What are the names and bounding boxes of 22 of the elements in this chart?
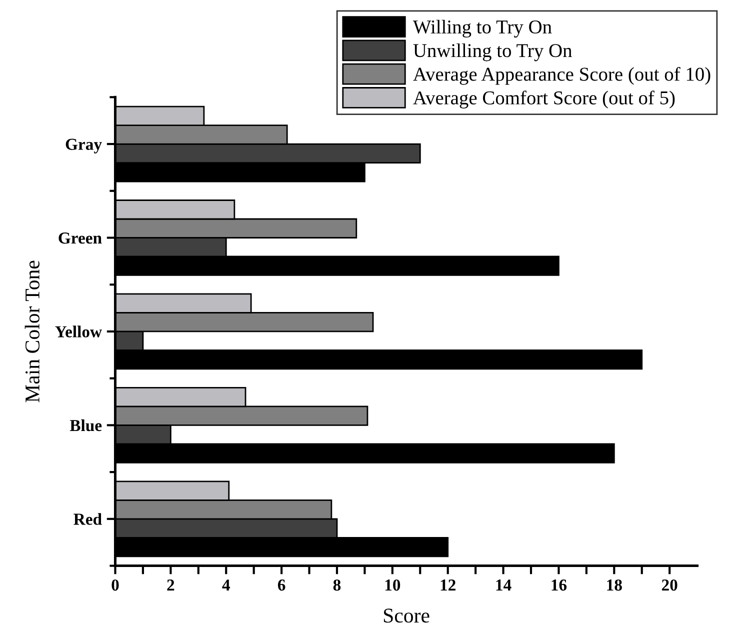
x-tick-label: 18 (607, 579, 622, 591)
legend-label: Average Appearance Score (out of 10) (413, 66, 710, 85)
y-tick-label: Red (74, 513, 102, 525)
y-tick-label: Green (58, 232, 102, 244)
x-tick-label: 16 (552, 580, 567, 591)
x-tick-label: 14 (496, 580, 512, 591)
x-tick-label: 0 (112, 579, 119, 591)
y-tick-label: Blue (70, 419, 102, 432)
legend-label: Unwilling to Try On (413, 44, 572, 62)
x-tick-label: 8 (333, 579, 341, 591)
y-axis-title: Main Color Tone (24, 260, 40, 402)
legend-label: Willing to Try On (412, 20, 552, 38)
y-tick-label: Gray (66, 138, 102, 154)
y-tick-label: Yellow (55, 326, 102, 338)
x-tick-label: 2 (167, 580, 174, 591)
x-tick-label: 20 (662, 579, 678, 591)
x-tick-label: 12 (440, 580, 456, 591)
legend-label: Average Comfort Score (out of 5) (413, 90, 675, 108)
x-tick-label: 6 (278, 580, 286, 591)
x-tick-label: 4 (222, 580, 230, 591)
x-axis-title: Score (384, 608, 430, 623)
x-tick-label: 10 (385, 579, 400, 591)
